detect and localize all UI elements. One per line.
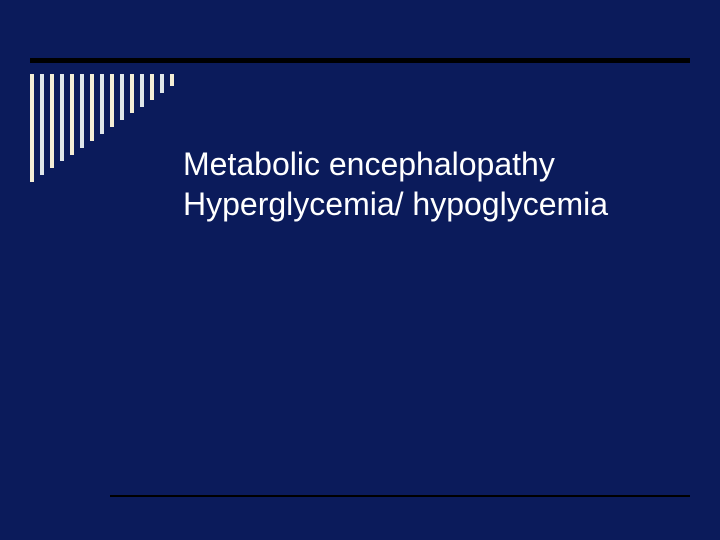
stripe-bar — [90, 74, 94, 141]
stripe-bar — [110, 74, 114, 127]
stripe-bar — [160, 74, 164, 93]
decorative-stripes — [30, 74, 174, 182]
stripe-bar — [150, 74, 154, 100]
stripe-bar — [120, 74, 124, 120]
slide: Metabolic encephalopathy Hyperglycemia/ … — [0, 0, 720, 540]
stripe-bar — [50, 74, 54, 168]
stripe-bar — [30, 74, 34, 182]
title-block: Metabolic encephalopathy Hyperglycemia/ … — [183, 144, 608, 224]
title-line-2: Hyperglycemia/ hypoglycemia — [183, 184, 608, 224]
title-line-1: Metabolic encephalopathy — [183, 144, 608, 184]
stripe-bar — [100, 74, 104, 134]
stripe-bar — [40, 74, 44, 175]
stripe-bar — [60, 74, 64, 161]
stripe-bar — [170, 74, 174, 86]
stripe-bar — [140, 74, 144, 107]
bottom-rule — [110, 495, 690, 497]
stripe-bar — [70, 74, 74, 155]
top-rule — [30, 58, 690, 63]
stripe-bar — [130, 74, 134, 113]
stripe-bar — [80, 74, 84, 148]
